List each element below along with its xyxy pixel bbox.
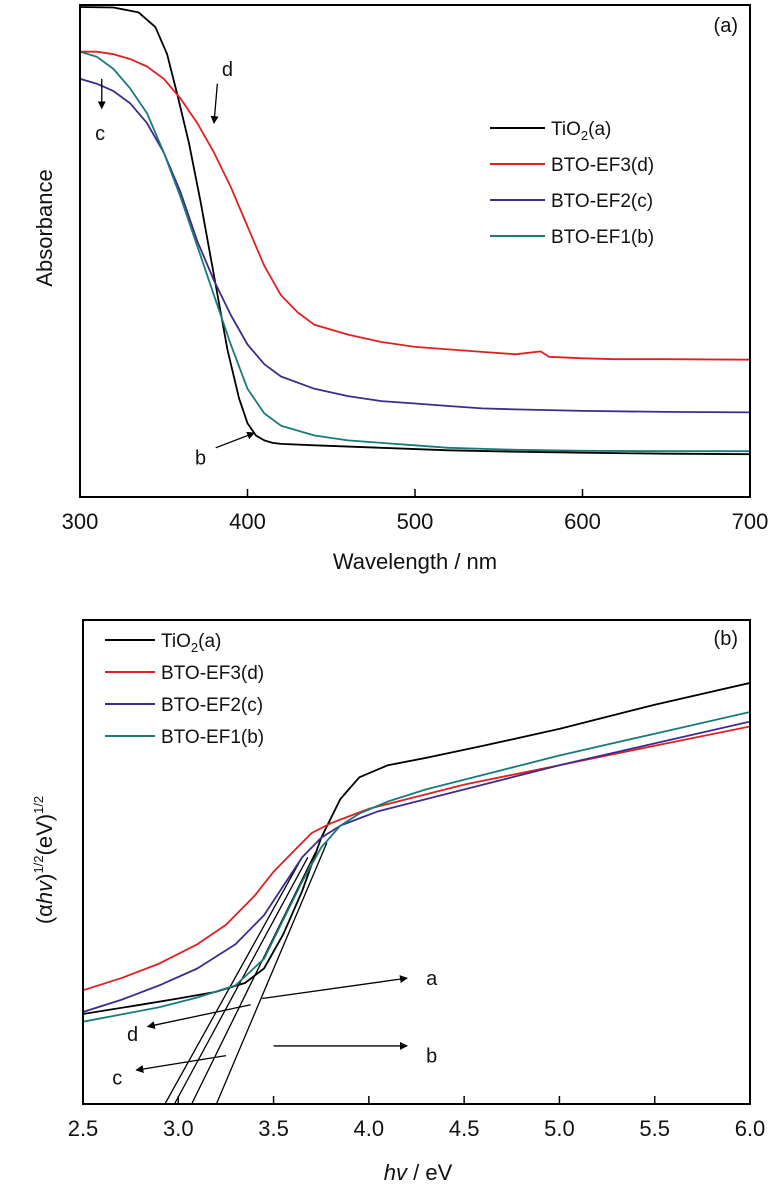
panel-b-x-axis-title-italic: hv xyxy=(384,1160,409,1185)
panel-a-series-line-2 xyxy=(80,77,750,414)
panel-b-legend-label-1: BTO-EF3(d) xyxy=(161,663,264,684)
panel-b-annotation-arrow-c xyxy=(135,1054,227,1073)
panel-b-annotations: a b dc xyxy=(112,968,438,1089)
panel-a-x-tick-label-2: 500 xyxy=(397,509,434,534)
panel-b-legend-label-3: BTO-EF1(b) xyxy=(161,727,264,748)
panel-b-annotation-label-a: a xyxy=(426,968,438,990)
panel-a-series-line-0 xyxy=(80,6,750,456)
panel-a-x-tick-label-1: 400 xyxy=(229,509,266,534)
panel-a-x-tick-label-4: 700 xyxy=(732,509,769,534)
panel-b-series xyxy=(83,682,750,1023)
panel-b-y-title-part-0: (α xyxy=(32,904,57,924)
panel-a-x-ticks: 300 400 500 600 700 xyxy=(62,489,769,534)
panel-b-annotation-label-b: b xyxy=(426,1046,437,1068)
panel-b-x-tick-label-7: 6.0 xyxy=(735,1116,766,1141)
panel-a-annotation-label-b: b xyxy=(195,448,206,470)
panel-a-legend-label-2: BTO-EF2(c) xyxy=(551,191,653,212)
panel-b-plot-frame xyxy=(82,619,751,1105)
panel-a-x-tick-label-0: 300 xyxy=(62,509,99,534)
panel-b-series-line-3 xyxy=(83,711,750,1023)
panel-a-annotations: adcb xyxy=(95,59,256,470)
panel-b-y-title-part-5: 1/2 xyxy=(31,796,46,814)
panel-b-x-tick-label-0: 2.5 xyxy=(68,1116,99,1141)
panel-a-annotation-label-c: c xyxy=(95,123,105,145)
panel-a-legend-label-1: BTO-EF3(d) xyxy=(551,155,654,176)
panel-b-x-ticks: 2.5 3.0 3.5 4.0 4.5 5.0 5.5 6.0 xyxy=(68,1096,766,1141)
panel-b-legend-label-0: TiO2(a) xyxy=(161,631,221,655)
panel-b-legend-label-2: BTO-EF2(c) xyxy=(161,695,263,716)
panel-b-x-axis-title: hv / eV xyxy=(384,1160,453,1185)
panel-b-annotation-label-c: c xyxy=(112,1067,122,1089)
panel-a-legend: TiO2(a) BTO-EF3(d) BTO-EF2(c) BTO-EF1(b) xyxy=(490,119,654,248)
panel-a-legend-label-0: TiO2(a) xyxy=(551,119,611,143)
panel-b-y-title-part-2: ) xyxy=(32,874,57,881)
panel-a-legend-label-3: BTO-EF1(b) xyxy=(551,227,654,248)
panel-a-series xyxy=(80,6,750,456)
panel-b-x-tick-label-2: 3.5 xyxy=(258,1116,289,1141)
panel-b: 2.5 3.0 3.5 4.0 4.5 5.0 5.5 6.0 a b dc (b) hv / e… xyxy=(31,619,766,1185)
panel-b-y-title-part-1: hv xyxy=(32,879,57,904)
panel-a-x-axis-title: Wavelength / nm xyxy=(333,549,497,574)
panel-a-tag: (a) xyxy=(714,15,738,37)
panel-a-x-tick-label-3: 600 xyxy=(564,509,601,534)
panel-a-series-line-3 xyxy=(80,50,750,453)
panel-b-x-axis-title-rest: / eV xyxy=(407,1160,453,1185)
panel-a-y-axis-title: Absorbance xyxy=(32,169,57,286)
panel-b-annotation-arrow-a xyxy=(262,975,408,1000)
panel-a-annotation-arrow-b xyxy=(215,431,256,449)
panel-b-tangent-line-c xyxy=(164,856,303,1104)
panel-a-series-line-1 xyxy=(80,50,750,361)
panel-b-x-tick-label-3: 4.0 xyxy=(354,1116,385,1141)
panel-a-annotation-label-d: d xyxy=(222,59,233,81)
panel-b-y-title-part-3: 1/2 xyxy=(31,855,46,873)
panel-b-annotation-label-d: d xyxy=(127,1024,138,1046)
panel-a-plot-frame xyxy=(79,4,751,498)
panel-b-x-tick-label-1: 3.0 xyxy=(163,1116,194,1141)
panel-b-x-tick-label-6: 5.5 xyxy=(639,1116,670,1141)
panel-b-x-tick-label-4: 4.5 xyxy=(449,1116,480,1141)
panel-b-annotation-arrow-d xyxy=(146,1004,251,1030)
panel-b-tag: (b) xyxy=(714,628,738,650)
panel-b-x-tick-label-5: 5.0 xyxy=(544,1116,575,1141)
panel-a-annotation-arrow-d xyxy=(210,83,219,125)
panel-b-y-title-part-4: (eV) xyxy=(32,814,57,856)
panel-b-series-line-2 xyxy=(83,720,750,1013)
panel-b-tangent-line-a xyxy=(215,842,328,1104)
panel-b-series-line-1 xyxy=(83,725,750,992)
panel-b-y-axis-title: (αhv)1/2(eV)1/2 xyxy=(31,796,57,924)
panel-b-legend: TiO2(a) BTO-EF3(d) BTO-EF2(c) BTO-EF1(b) xyxy=(105,631,264,748)
